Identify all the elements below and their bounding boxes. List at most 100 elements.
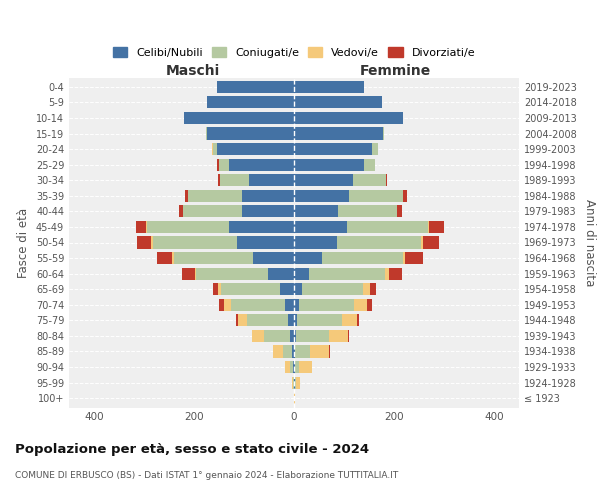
Bar xyxy=(299,361,311,373)
Bar xyxy=(219,158,229,170)
Bar xyxy=(285,361,290,373)
Bar xyxy=(236,236,294,248)
Bar xyxy=(423,236,439,248)
Bar xyxy=(182,206,241,218)
Bar xyxy=(349,190,403,202)
Bar xyxy=(294,190,349,202)
Bar xyxy=(403,252,405,264)
Bar xyxy=(187,190,241,202)
Bar xyxy=(338,206,397,218)
Bar xyxy=(397,206,402,218)
Bar xyxy=(337,236,421,248)
Bar xyxy=(205,128,206,140)
Bar xyxy=(341,314,356,326)
Bar xyxy=(364,158,375,170)
Bar xyxy=(264,330,290,342)
Bar xyxy=(294,112,403,124)
Bar xyxy=(224,298,231,311)
Bar xyxy=(294,361,295,373)
Bar xyxy=(292,346,294,358)
Bar xyxy=(302,283,362,296)
Bar xyxy=(206,128,294,140)
Bar xyxy=(184,112,294,124)
Bar xyxy=(383,128,384,140)
Bar xyxy=(296,314,341,326)
Bar xyxy=(196,268,268,280)
Bar xyxy=(229,221,294,233)
Bar xyxy=(389,268,401,280)
Bar xyxy=(290,330,294,342)
Bar xyxy=(217,81,294,93)
Bar xyxy=(194,268,196,280)
Bar xyxy=(217,158,219,170)
Bar xyxy=(213,283,218,296)
Bar xyxy=(294,330,296,342)
Bar xyxy=(220,174,249,186)
Bar xyxy=(329,346,330,358)
Bar xyxy=(293,361,294,373)
Bar xyxy=(294,143,371,155)
Bar xyxy=(371,143,377,155)
Bar xyxy=(290,361,293,373)
Bar xyxy=(367,298,371,311)
Bar xyxy=(241,190,294,202)
Bar xyxy=(299,298,354,311)
Y-axis label: Anni di nascita: Anni di nascita xyxy=(583,199,596,286)
Bar xyxy=(152,236,236,248)
Bar xyxy=(347,330,349,342)
Text: Popolazione per età, sesso e stato civile - 2024: Popolazione per età, sesso e stato civil… xyxy=(15,442,369,456)
Legend: Celibi/Nubili, Coniugati/e, Vedovi/e, Divorziati/e: Celibi/Nubili, Coniugati/e, Vedovi/e, Di… xyxy=(111,45,477,60)
Bar xyxy=(421,236,423,248)
Bar xyxy=(294,392,295,404)
Bar xyxy=(212,143,217,155)
Bar xyxy=(294,96,382,108)
Bar xyxy=(385,268,389,280)
Text: COMUNE DI ERBUSCO (BS) - Dati ISTAT 1° gennaio 2024 - Elaborazione TUTTITALIA.IT: COMUNE DI ERBUSCO (BS) - Dati ISTAT 1° g… xyxy=(15,471,398,480)
Bar xyxy=(249,174,294,186)
Bar xyxy=(294,158,364,170)
Bar xyxy=(294,236,337,248)
Bar xyxy=(272,346,283,358)
Bar xyxy=(157,252,172,264)
Bar xyxy=(295,361,299,373)
Bar xyxy=(280,283,294,296)
Text: Femmine: Femmine xyxy=(359,64,431,78)
Y-axis label: Fasce di età: Fasce di età xyxy=(17,208,30,278)
Bar xyxy=(172,252,174,264)
Bar xyxy=(294,81,364,93)
Bar xyxy=(294,206,338,218)
Bar xyxy=(296,376,299,388)
Bar xyxy=(217,143,294,155)
Bar xyxy=(428,221,443,233)
Bar xyxy=(241,206,294,218)
Bar xyxy=(235,314,238,326)
Bar xyxy=(329,330,347,342)
Bar xyxy=(354,298,367,311)
Bar xyxy=(362,283,370,296)
Bar xyxy=(283,346,292,358)
Bar xyxy=(353,174,386,186)
Bar xyxy=(231,298,285,311)
Bar xyxy=(229,158,294,170)
Bar xyxy=(294,283,302,296)
Bar xyxy=(221,283,280,296)
Bar xyxy=(294,298,299,311)
Bar xyxy=(295,346,310,358)
Bar xyxy=(136,221,146,233)
Bar xyxy=(182,268,194,280)
Bar xyxy=(137,236,151,248)
Bar xyxy=(296,330,329,342)
Bar xyxy=(370,283,376,296)
Bar xyxy=(251,330,264,342)
Bar xyxy=(206,96,294,108)
Bar xyxy=(146,221,229,233)
Bar xyxy=(185,190,187,202)
Bar xyxy=(294,128,383,140)
Bar xyxy=(403,190,407,202)
Bar xyxy=(238,314,247,326)
Bar xyxy=(294,252,322,264)
Bar xyxy=(268,268,294,280)
Bar xyxy=(294,346,295,358)
Bar xyxy=(247,314,288,326)
Bar xyxy=(294,221,347,233)
